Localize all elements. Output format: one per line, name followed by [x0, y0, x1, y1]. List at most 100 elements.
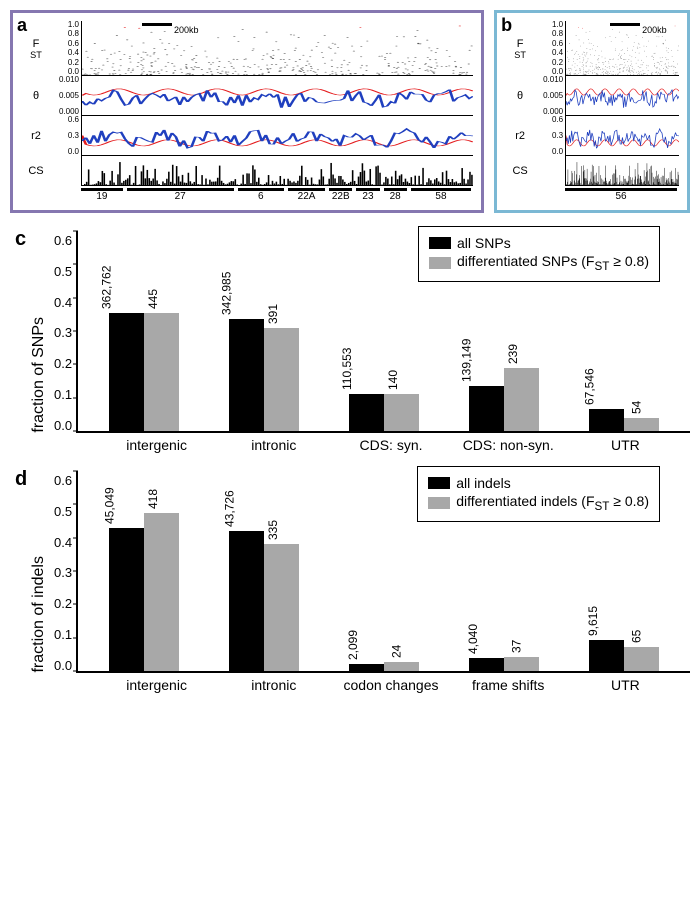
bar-count: 110,553	[339, 348, 353, 391]
bar-diff: 37	[504, 657, 539, 671]
scaffold-label: 56	[565, 188, 677, 202]
panel-d-xlabels: intergenicintroniccodon changesframe shi…	[92, 673, 690, 693]
legend-swatch-all	[428, 477, 450, 489]
track-ylabel: CS	[21, 156, 51, 186]
panel-b-tracks: FST1.00.80.60.40.20.0200kbθ0.0100.0050.0…	[505, 21, 679, 186]
bar-count: 4,040	[466, 624, 480, 654]
bar-count: 2,099	[346, 630, 360, 660]
x-label: UTR	[567, 433, 684, 453]
panel-c-plot: all SNPs differentiated SNPs (FST ≥ 0.8)…	[76, 231, 690, 433]
bar-diff: 418	[144, 513, 179, 671]
track-axis: 1.00.80.60.40.20.0	[51, 21, 81, 76]
panel-c-label: c	[15, 228, 26, 251]
scaffold-label: 27	[127, 188, 234, 202]
track-r2: r20.60.30.0	[505, 116, 679, 156]
track-axis: 0.60.30.0	[51, 116, 81, 156]
track-axis: 0.0100.0050.000	[51, 76, 81, 116]
panel-a-tracks: FST1.00.80.60.40.20.0200kbθ0.0100.0050.0…	[21, 21, 473, 186]
track-axis: 0.0100.0050.000	[535, 76, 565, 116]
track-axis	[51, 156, 81, 186]
bar-all: 45,049	[109, 528, 144, 671]
track-axis: 1.00.80.60.40.20.0	[535, 21, 565, 76]
panel-d-legend: all indels differentiated indels (FST ≥ …	[417, 466, 660, 522]
panel-d-label: d	[15, 468, 27, 491]
x-label: CDS: non-syn.	[450, 433, 567, 453]
track-F_ST: FST1.00.80.60.40.20.0200kb	[505, 21, 679, 76]
track-plot: 200kb	[81, 21, 473, 76]
bar-diff: 140	[384, 394, 419, 431]
track-ylabel: r2	[21, 116, 51, 156]
bar-all: 110,553	[349, 394, 384, 431]
bar-diff: 65	[624, 647, 659, 671]
panel-d-ylabel: fraction of indels	[30, 556, 48, 673]
track-F_ST: FST1.00.80.60.40.20.0200kb	[21, 21, 473, 76]
panel-c-xlabels: intergenicintronicCDS: syn.CDS: non-syn.…	[92, 433, 690, 453]
bar-count: 140	[386, 370, 400, 390]
bar-count: 43,726	[222, 490, 236, 527]
bar-all: 362,762	[109, 313, 144, 431]
bar-all: 43,726	[229, 531, 264, 671]
bar-count: 139,149	[459, 339, 473, 382]
x-label: intergenic	[98, 673, 215, 693]
panel-b-scaffolds: 56	[563, 186, 679, 202]
legend-text-all: all indels	[456, 475, 510, 491]
bar-count: 54	[629, 400, 643, 413]
track-plot	[565, 156, 679, 186]
bar-count: 9,615	[585, 606, 599, 636]
bar-all: 342,985	[229, 319, 264, 431]
x-label: intergenic	[98, 433, 215, 453]
track-ylabel: θ	[505, 76, 535, 116]
bar-count: 65	[629, 629, 643, 642]
legend-text-diff: differentiated SNPs (FST ≥ 0.8)	[457, 253, 649, 273]
track-plot	[81, 116, 473, 156]
track-axis: 0.60.30.0	[535, 116, 565, 156]
bar-count: 445	[146, 289, 160, 309]
panel-c: c fraction of SNPs 0.60.50.40.30.20.10.0…	[30, 233, 690, 453]
panel-d-plot: all indels differentiated indels (FST ≥ …	[76, 471, 690, 673]
track-plot	[81, 76, 473, 116]
bar-count: 45,049	[102, 487, 116, 524]
bar-count: 391	[266, 304, 280, 324]
panel-b: b FST1.00.80.60.40.20.0200kbθ0.0100.0050…	[494, 10, 690, 213]
panel-a-label: a	[17, 15, 27, 36]
bar-diff: 335	[264, 544, 299, 671]
track-CS: CS	[21, 156, 473, 186]
scaffold-label: 23	[356, 188, 379, 202]
panel-a-scaffolds: 1927622A22B232858	[79, 186, 473, 202]
bar-group: 362,762445	[84, 231, 204, 431]
bar-count: 24	[389, 644, 403, 657]
top-panels: a FST1.00.80.60.40.20.0200kbθ0.0100.0050…	[10, 10, 690, 213]
scaffold-label: 19	[81, 188, 123, 202]
bar-group: 342,985391	[204, 231, 324, 431]
bar-diff: 239	[504, 368, 539, 431]
bar-diff: 54	[624, 418, 659, 431]
legend-swatch-diff	[428, 497, 450, 509]
bar-diff: 391	[264, 328, 299, 431]
x-label: frame shifts	[450, 673, 567, 693]
x-label: intronic	[215, 433, 332, 453]
panel-c-ylabel: fraction of SNPs	[30, 317, 48, 433]
track-plot: 200kb	[565, 21, 679, 76]
scaffold-label: 6	[238, 188, 284, 202]
bar-all: 4,040	[469, 658, 504, 671]
track-plot	[565, 76, 679, 116]
bar-count: 239	[506, 344, 520, 364]
track-plot	[565, 116, 679, 156]
panel-a: a FST1.00.80.60.40.20.0200kbθ0.0100.0050…	[10, 10, 484, 213]
track-ylabel: CS	[505, 156, 535, 186]
bar-count: 37	[509, 640, 523, 653]
bar-group: 45,049418	[84, 471, 204, 671]
legend-swatch-diff	[429, 257, 451, 269]
x-label: UTR	[567, 673, 684, 693]
panel-b-label: b	[501, 15, 512, 36]
bar-count: 67,546	[582, 369, 596, 406]
bar-count: 335	[266, 520, 280, 540]
panel-d: d fraction of indels 0.60.50.40.30.20.10…	[30, 473, 690, 693]
panel-c-legend: all SNPs differentiated SNPs (FST ≥ 0.8)	[418, 226, 660, 282]
bar-all: 9,615	[589, 640, 624, 671]
bar-count: 362,762	[99, 265, 113, 308]
bar-all: 2,099	[349, 664, 384, 671]
bar-count: 418	[146, 489, 160, 509]
x-label: CDS: syn.	[332, 433, 449, 453]
bar-count: 342,985	[219, 272, 233, 315]
